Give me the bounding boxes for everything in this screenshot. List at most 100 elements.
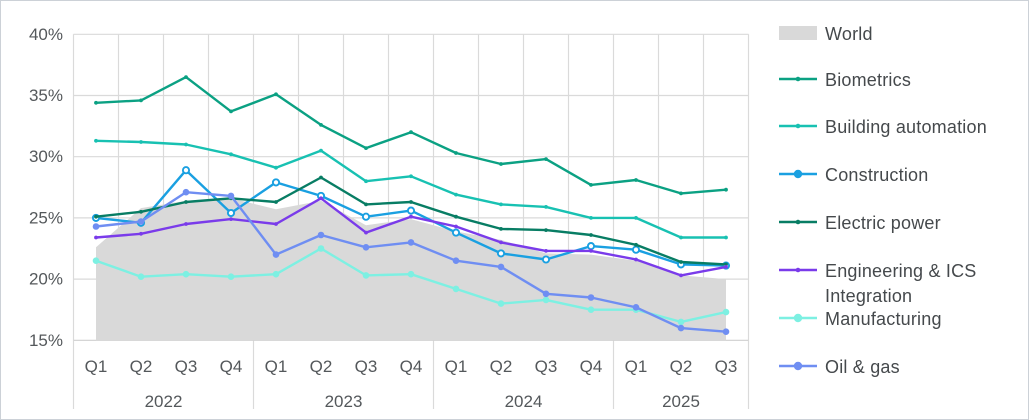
legend-item-biometrics[interactable]: Biometrics	[779, 68, 1025, 93]
legend-label: Engineering & ICS Integration	[825, 261, 977, 306]
legend-item-construction[interactable]: Construction	[779, 163, 1025, 188]
data-point-electric-power	[319, 175, 323, 180]
data-point-biometrics	[94, 100, 98, 105]
x-axis-quarter-label: Q2	[130, 357, 153, 376]
y-axis-tick-label: 40%	[29, 25, 63, 44]
data-point-engineering-ics-integration	[679, 273, 683, 278]
data-point-biometrics	[364, 146, 368, 151]
y-axis-tick-label: 30%	[29, 147, 63, 166]
data-point-engineering-ics-integration	[94, 235, 98, 240]
data-point-engineering-ics-integration	[319, 196, 323, 201]
legend-label: Building automation	[825, 117, 987, 137]
data-point-manufacturing	[92, 257, 100, 265]
data-point-electric-power	[409, 200, 413, 204]
data-point-oil-gas	[542, 290, 550, 298]
data-point-biometrics	[409, 130, 413, 135]
data-point-biometrics	[274, 92, 278, 97]
data-point-biometrics	[454, 151, 458, 155]
legend-item-world[interactable]: World	[779, 22, 1025, 47]
x-axis-year-label: 2024	[505, 392, 543, 411]
data-point-construction	[181, 166, 191, 175]
data-point-oil-gas	[182, 188, 190, 196]
data-point-electric-power	[184, 200, 188, 204]
legend-item-oil-gas[interactable]: Oil & gas	[779, 355, 1025, 380]
data-point-engineering-ics-integration	[544, 249, 548, 253]
data-point-construction	[496, 249, 506, 258]
x-axis-quarter-label: Q2	[310, 357, 333, 376]
data-point-construction	[406, 206, 416, 215]
data-point-manufacturing	[542, 296, 550, 304]
data-point-construction	[451, 228, 461, 237]
legend-swatch-oil-gas	[779, 361, 817, 371]
data-point-biometrics	[634, 178, 638, 182]
data-point-biometrics	[139, 98, 143, 103]
x-axis-quarter-label: Q3	[535, 357, 558, 376]
data-point-electric-power	[364, 202, 368, 207]
data-point-building-automation	[634, 216, 638, 220]
legend-label: Construction	[825, 165, 929, 185]
data-point-electric-power	[679, 260, 683, 264]
y-axis-tick-label: 20%	[29, 270, 63, 289]
legend-item-building-automation[interactable]: Building automation	[779, 115, 1025, 140]
legend-label: Biometrics	[825, 70, 912, 90]
data-point-building-automation	[274, 165, 278, 170]
data-point-electric-power	[274, 200, 278, 204]
data-point-electric-power	[634, 242, 638, 247]
data-point-oil-gas	[407, 239, 415, 246]
legend-swatch-construction	[779, 169, 817, 179]
data-point-building-automation	[499, 202, 503, 207]
y-axis-tick-label: 35%	[29, 86, 63, 105]
data-point-building-automation	[184, 142, 188, 147]
data-point-oil-gas	[227, 192, 235, 200]
data-point-electric-power	[589, 233, 593, 237]
data-point-engineering-ics-integration	[184, 222, 188, 226]
legend-swatch-building-automation	[779, 123, 817, 129]
data-point-building-automation	[589, 216, 593, 220]
data-point-building-automation	[364, 179, 368, 184]
area-world	[96, 198, 726, 341]
legend-item-manufacturing[interactable]: Manufacturing	[779, 307, 1025, 332]
data-point-manufacturing	[722, 308, 730, 316]
data-point-construction	[541, 255, 551, 264]
legend-swatch-biometrics	[779, 76, 817, 82]
data-point-manufacturing	[452, 285, 460, 293]
legend-swatch-manufacturing	[779, 313, 817, 323]
x-axis-quarter-label: Q2	[670, 357, 693, 376]
data-point-manufacturing	[407, 270, 415, 278]
data-point-electric-power	[139, 209, 143, 214]
data-point-construction	[586, 242, 596, 251]
legend-label: Oil & gas	[825, 357, 900, 377]
data-point-manufacturing	[272, 270, 280, 278]
data-point-engineering-ics-integration	[724, 265, 728, 269]
x-axis-quarter-label: Q4	[400, 357, 423, 376]
x-axis-quarter-label: Q1	[265, 357, 288, 376]
y-axis-tick-label: 15%	[29, 331, 63, 350]
data-point-building-automation	[139, 140, 143, 144]
data-point-biometrics	[724, 187, 728, 192]
data-point-building-automation	[679, 235, 683, 240]
data-point-biometrics	[679, 191, 683, 196]
data-point-oil-gas	[92, 223, 100, 230]
x-axis-quarter-label: Q3	[715, 357, 738, 376]
data-point-building-automation	[229, 152, 233, 157]
x-axis-quarter-label: Q4	[220, 357, 243, 376]
data-point-biometrics	[184, 75, 188, 79]
data-point-manufacturing	[587, 306, 595, 314]
legend-swatch-world	[779, 26, 817, 40]
x-axis-year-label: 2022	[145, 392, 183, 411]
x-axis-year-label: 2023	[325, 392, 363, 411]
x-axis-quarter-label: Q3	[355, 357, 378, 376]
data-point-oil-gas	[497, 263, 505, 271]
data-point-oil-gas	[272, 251, 280, 258]
data-point-construction	[361, 212, 371, 221]
data-point-engineering-ics-integration	[274, 222, 278, 226]
data-point-oil-gas	[452, 257, 460, 265]
legend-label: Electric power	[825, 213, 941, 233]
data-point-building-automation	[409, 174, 413, 179]
chart-legend: World Biometrics Building automation Constr…	[779, 1, 1027, 419]
x-axis-quarter-label: Q1	[85, 357, 108, 376]
data-point-biometrics	[229, 109, 233, 114]
legend-item-engineering-ics-integration[interactable]: Engineering & ICS Integration	[779, 259, 1025, 309]
legend-item-electric-power[interactable]: Electric power	[779, 211, 1025, 236]
